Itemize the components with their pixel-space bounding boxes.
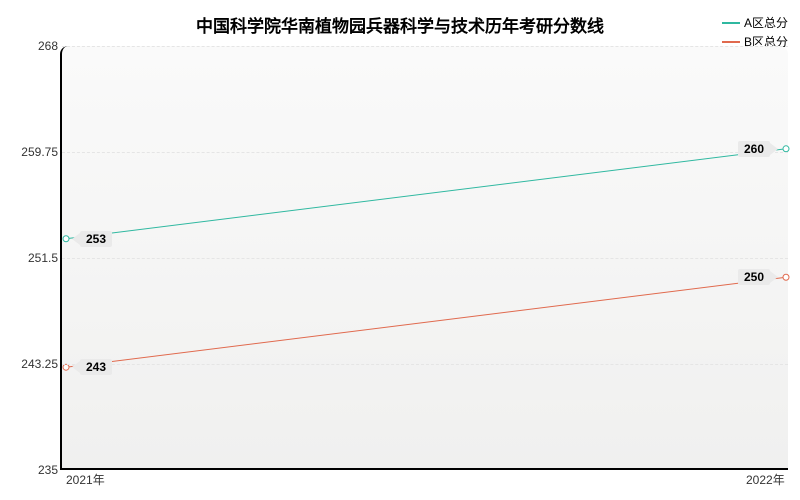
gridline [62,152,788,153]
series-line [66,277,786,367]
gridline [62,258,788,259]
gridline [62,364,788,365]
point-label: 260 [738,141,778,157]
series-point [783,146,789,152]
y-tick-label: 243.25 [14,357,58,371]
y-tick-label: 268 [14,39,58,53]
series-point [63,236,69,242]
series-point [63,364,69,370]
y-tick-label: 251.5 [14,251,58,265]
x-tick-label: 2022年 [746,471,785,488]
chart-container: 中国科学院华南植物园兵器科学与技术历年考研分数线 A区总分B区总分 235243… [0,0,800,500]
point-label: 250 [738,269,778,285]
legend-label: A区总分 [744,14,788,31]
series-line [66,149,786,239]
y-tick-label: 259.75 [14,145,58,159]
point-label: 243 [72,359,112,375]
plot-area: 235243.25251.5259.752682021年2022年2532602… [60,46,788,470]
series-point [783,274,789,280]
point-label: 253 [72,231,112,247]
y-tick-label: 235 [14,463,58,477]
legend-swatch [722,41,740,43]
chart-title: 中国科学院华南植物园兵器科学与技术历年考研分数线 [0,12,800,37]
x-tick-label: 2021年 [66,471,105,488]
legend-item: A区总分 [722,14,788,31]
legend-swatch [722,22,740,24]
gridline [62,46,788,47]
